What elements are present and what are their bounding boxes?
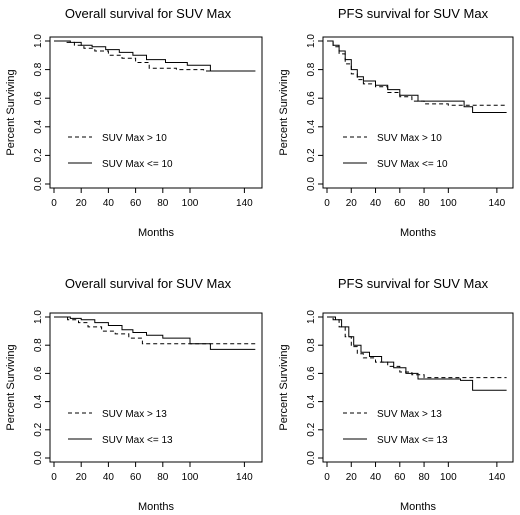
chart-panel-3: Overall survival for SUV Max 0 20 40 60 80 100… — [5, 276, 263, 513]
x-tick-label: 20 — [346, 472, 358, 483]
y-tick-label: 0.4 — [306, 119, 317, 133]
x-axis-label: Months — [400, 227, 437, 239]
legend-entry: SUV Max <= 13 — [102, 435, 173, 446]
y-tick-label: 0.6 — [306, 91, 317, 105]
x-tick-label: 0 — [324, 198, 330, 209]
x-tick-label: 100 — [182, 472, 199, 483]
y-tick-label: 1.0 — [33, 310, 44, 324]
x-axis-label: Months — [138, 501, 175, 513]
legend-entry: SUV Max > 13 — [102, 409, 167, 420]
y-tick-label: 0.0 — [33, 177, 44, 191]
y-axis-label: Percent Surviving — [5, 69, 17, 155]
x-tick-label: 0 — [51, 198, 57, 209]
series-line-le — [327, 316, 507, 391]
plot-frame — [322, 36, 514, 189]
y-tick-label: 0.8 — [33, 62, 44, 76]
series-line-le — [54, 316, 256, 350]
chart-panel-2: PFS survival for SUV Max 0 20 40 60 80 100 140 0… — [278, 6, 514, 239]
x-tick-label: 80 — [157, 472, 169, 483]
legend-entry: SUV Max > 13 — [377, 409, 442, 420]
y-tick-label: 1.0 — [33, 34, 44, 48]
x-tick-label: 140 — [489, 472, 506, 483]
series-line-le — [327, 40, 507, 113]
x-tick-label: 80 — [157, 198, 169, 209]
y-tick-label: 1.0 — [306, 310, 317, 324]
x-tick-label: 100 — [440, 198, 457, 209]
x-axis-label: Months — [138, 227, 175, 239]
plot-frame — [49, 36, 263, 189]
x-tick-label: 80 — [419, 198, 431, 209]
legend-entry: SUV Max <= 13 — [377, 435, 448, 446]
y-tick-label: 0.2 — [306, 148, 317, 162]
y-tick-label: 0.0 — [306, 177, 317, 191]
y-tick-label: 0.4 — [33, 394, 44, 408]
y-tick-label: 0.8 — [33, 338, 44, 352]
plot-frame — [49, 312, 263, 463]
x-tick-label: 40 — [370, 472, 382, 483]
y-tick-label: 0.8 — [306, 338, 317, 352]
x-tick-label: 20 — [76, 472, 88, 483]
series-line-le — [54, 40, 256, 72]
chart-title: Overall survival for SUV Max — [65, 276, 232, 291]
chart-title: PFS survival for SUV Max — [338, 6, 489, 21]
y-tick-label: 0.4 — [306, 394, 317, 408]
x-tick-label: 40 — [103, 198, 115, 209]
x-tick-label: 0 — [51, 472, 57, 483]
y-tick-label: 0.6 — [33, 91, 44, 105]
x-tick-label: 40 — [370, 198, 382, 209]
x-tick-label: 60 — [130, 472, 142, 483]
y-tick-label: 0.6 — [306, 366, 317, 380]
x-tick-label: 60 — [130, 198, 142, 209]
series-line-gt — [327, 316, 507, 379]
x-axis-label: Months — [400, 501, 437, 513]
chart-title: PFS survival for SUV Max — [338, 276, 489, 291]
x-tick-label: 80 — [419, 472, 431, 483]
y-tick-label: 0.8 — [306, 62, 317, 76]
x-tick-label: 140 — [236, 472, 253, 483]
x-tick-label: 60 — [394, 198, 406, 209]
y-axis-label: Percent Surviving — [5, 344, 17, 430]
y-tick-label: 1.0 — [306, 34, 317, 48]
y-tick-label: 0.0 — [33, 451, 44, 465]
y-tick-label: 0.0 — [306, 451, 317, 465]
plot-frame — [322, 312, 514, 463]
x-tick-label: 20 — [76, 198, 88, 209]
y-tick-label: 0.2 — [33, 148, 44, 162]
y-tick-label: 0.4 — [33, 119, 44, 133]
x-tick-label: 140 — [236, 198, 253, 209]
y-tick-label: 0.2 — [306, 422, 317, 436]
y-tick-label: 0.6 — [33, 366, 44, 380]
y-tick-label: 0.2 — [33, 422, 44, 436]
x-tick-label: 0 — [324, 472, 330, 483]
x-tick-label: 100 — [182, 198, 199, 209]
chart-title: Overall survival for SUV Max — [65, 6, 232, 21]
chart-panel-1: Overall survival for SUV Max 0 20 40 60 80 100… — [5, 6, 263, 239]
series-line-gt — [54, 316, 256, 345]
legend-entry: SUV Max <= 10 — [377, 159, 448, 170]
y-axis-label: Percent Surviving — [278, 344, 290, 430]
x-tick-label: 20 — [346, 198, 358, 209]
legend-entry: SUV Max > 10 — [102, 133, 167, 144]
legend-entry: SUV Max > 10 — [377, 133, 442, 144]
legend-entry: SUV Max <= 10 — [102, 159, 173, 170]
x-tick-label: 40 — [103, 472, 115, 483]
chart-panel-4: PFS survival for SUV Max 0 20 40 60 80 100 140 0… — [278, 276, 514, 513]
x-tick-label: 60 — [394, 472, 406, 483]
series-line-gt — [54, 40, 256, 72]
x-tick-label: 100 — [440, 472, 457, 483]
y-axis-label: Percent Surviving — [278, 69, 290, 155]
x-tick-label: 140 — [489, 198, 506, 209]
